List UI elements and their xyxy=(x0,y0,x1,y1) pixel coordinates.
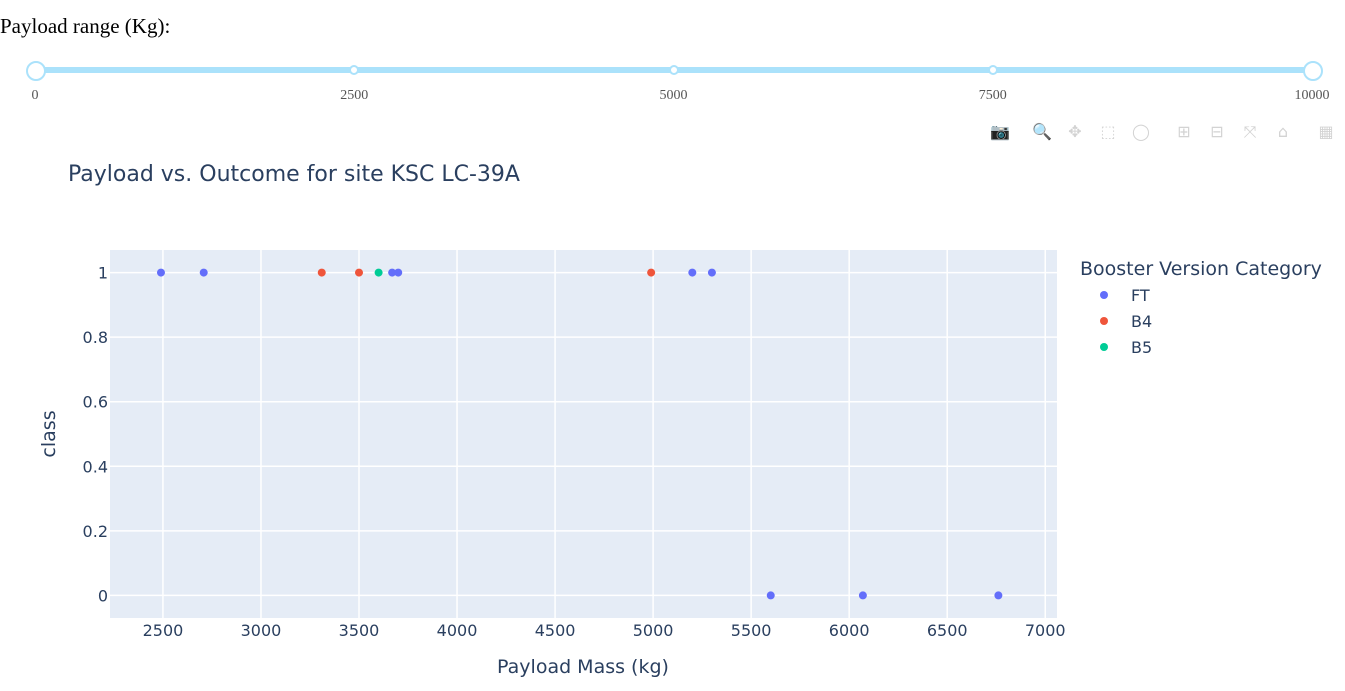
box-select-icon[interactable]: ⬚ xyxy=(1100,122,1116,141)
y-tick-label: 0.2 xyxy=(83,522,108,541)
x-tick-label: 5500 xyxy=(731,621,772,640)
data-point-ft[interactable] xyxy=(858,591,867,600)
legend-item-ft[interactable]: FT xyxy=(1131,286,1150,305)
x-tick-label: 6500 xyxy=(927,621,968,640)
x-tick-label: 6000 xyxy=(829,621,870,640)
plot-background xyxy=(110,250,1057,618)
legend-item-b4[interactable]: B4 xyxy=(1131,312,1152,331)
x-tick-label: 5000 xyxy=(633,621,674,640)
camera-icon[interactable]: 📷 xyxy=(990,122,1010,141)
slider-mark-label[interactable]: 0 xyxy=(31,88,39,103)
data-point-b4[interactable] xyxy=(355,268,364,277)
legend-title: Booster Version Category xyxy=(1080,258,1322,280)
data-point-ft[interactable] xyxy=(394,268,403,277)
data-point-ft[interactable] xyxy=(156,268,165,277)
slider-mark-dot[interactable] xyxy=(668,65,679,75)
x-tick-label: 4000 xyxy=(437,621,478,640)
x-tick-label: 3500 xyxy=(339,621,380,640)
slider-mark-label[interactable]: 2500 xyxy=(340,88,369,103)
slider-mark-label[interactable]: 10000 xyxy=(1294,88,1330,103)
payload-range-slider[interactable]: 0 2500 5000 7500 10000 xyxy=(0,50,1345,110)
legend: Booster Version Category FT B4 B5 xyxy=(1080,258,1322,357)
reset-axes-icon[interactable]: ⌂ xyxy=(1277,122,1289,141)
data-point-b4[interactable] xyxy=(317,268,326,277)
data-point-ft[interactable] xyxy=(388,268,397,277)
data-point-ft[interactable] xyxy=(688,268,697,277)
y-tick-label: 0.6 xyxy=(83,393,108,412)
payload-range-label: Payload range (Kg): xyxy=(0,14,171,38)
data-point-ft[interactable] xyxy=(707,268,716,277)
legend-marker[interactable] xyxy=(1100,291,1108,299)
legend-marker[interactable] xyxy=(1100,343,1108,351)
zoom-icon[interactable]: 🔍 xyxy=(1032,122,1052,141)
autoscale-icon[interactable]: ⤧ xyxy=(1243,122,1257,141)
data-point-ft[interactable] xyxy=(766,591,775,600)
pan-icon[interactable]: ✥ xyxy=(1068,122,1082,141)
slider-handle-max[interactable] xyxy=(1303,61,1323,81)
y-tick-label: 0 xyxy=(98,586,108,605)
x-axis-label: Payload Mass (kg) xyxy=(497,656,669,678)
y-tick-label: 0.8 xyxy=(83,328,108,347)
y-tick-label: 1 xyxy=(98,264,108,283)
slider-mark-label[interactable]: 7500 xyxy=(978,88,1007,103)
plotly-logo-icon[interactable]: ▦ xyxy=(1318,122,1334,141)
chart-modebar: 📷 🔍 ✥ ⬚ ◯ ⊞ ⊟ ⤧ ⌂ ▦ xyxy=(985,119,1340,145)
x-tick-label: 3000 xyxy=(241,621,282,640)
data-point-ft[interactable] xyxy=(994,591,1003,600)
slider-mark-label[interactable]: 5000 xyxy=(659,88,688,103)
x-tick-label: 4500 xyxy=(535,621,576,640)
zoom-in-icon[interactable]: ⊞ xyxy=(1177,122,1191,141)
data-point-ft[interactable] xyxy=(199,268,208,277)
slider-mark-dot[interactable] xyxy=(349,65,360,75)
chart-title: Payload vs. Outcome for site KSC LC-39A xyxy=(68,162,520,187)
legend-item-b5[interactable]: B5 xyxy=(1131,338,1152,357)
y-axis-label: class xyxy=(38,410,60,457)
data-point-b4[interactable] xyxy=(647,268,656,277)
slider-mark-dot[interactable] xyxy=(987,65,998,75)
data-point-b5[interactable] xyxy=(374,268,383,277)
lasso-select-icon[interactable]: ◯ xyxy=(1132,122,1150,141)
x-tick-label: 7000 xyxy=(1025,621,1066,640)
y-tick-label: 0.4 xyxy=(83,457,108,476)
legend-marker[interactable] xyxy=(1100,317,1108,325)
x-tick-label: 2500 xyxy=(143,621,184,640)
zoom-out-icon[interactable]: ⊟ xyxy=(1210,122,1224,141)
slider-handle-min[interactable] xyxy=(26,61,46,81)
